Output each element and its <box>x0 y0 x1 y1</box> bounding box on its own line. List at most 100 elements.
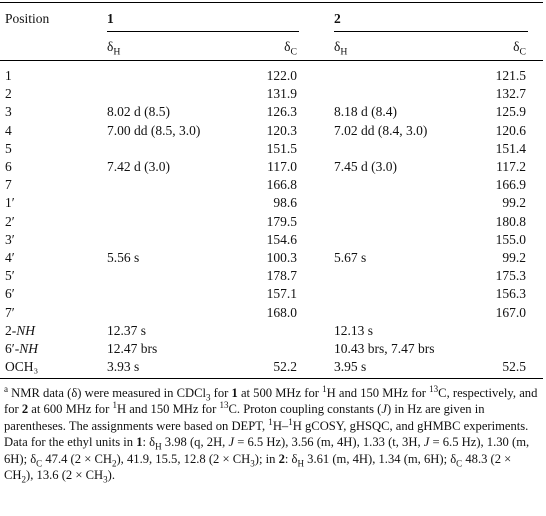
fn: C <box>36 458 43 469</box>
cell-part: 6′- <box>5 341 20 356</box>
cell: 7.02 dd (8.4, 3.0) <box>334 122 428 138</box>
fn: 3.98 (q, 2H, <box>161 435 229 450</box>
cell: 157.1 <box>266 286 297 302</box>
cell: 6 <box>5 159 12 174</box>
cell: 12.47 brs <box>107 341 158 356</box>
fn: 2 <box>21 402 29 417</box>
cell: 167.0 <box>495 304 526 320</box>
fn: J <box>228 435 235 450</box>
fn: ). <box>107 468 115 483</box>
fn: 1 <box>288 416 293 427</box>
fn: J <box>381 402 387 417</box>
fn: H– <box>272 418 289 433</box>
fn: : δ <box>142 435 156 450</box>
position-header: Position <box>5 11 50 26</box>
header-rule <box>0 60 543 61</box>
cell: 125.9 <box>495 104 526 120</box>
fn: J <box>423 435 430 450</box>
cell: 126.3 <box>266 104 297 120</box>
fn: 2 <box>21 474 27 485</box>
cell: 178.7 <box>266 268 297 284</box>
symbol: δ <box>284 39 291 54</box>
fn: 47.4 (2 × CH <box>42 451 112 466</box>
cell: 131.9 <box>266 86 297 102</box>
cell: 52.2 <box>273 359 297 375</box>
top-rule <box>0 2 543 3</box>
cell: 3.93 s <box>107 359 140 375</box>
fn: NMR data (δ) were measured in CDCl <box>8 386 206 400</box>
cell: 5.67 s <box>334 250 367 265</box>
cell: 151.5 <box>266 140 297 156</box>
fn: 3.61 (m, 4H), 1.34 (m, 6H); δ <box>304 451 457 466</box>
cell: 99.2 <box>502 250 526 265</box>
group-rule <box>334 31 528 32</box>
subscript: H <box>340 46 348 58</box>
cell-part: 2- <box>5 322 17 338</box>
fn: = 6.5 Hz), 1.30 (m, 6H); δ <box>4 435 530 466</box>
footnote: a NMR data (δ) were measured in CDCl3 fo… <box>4 383 540 485</box>
cell: 121.5 <box>495 68 526 83</box>
fn: H <box>155 441 162 452</box>
subheader: δC <box>177 39 297 58</box>
cell: 12.13 s <box>334 322 374 338</box>
cell: 99.2 <box>502 195 526 211</box>
cell: 180.8 <box>495 213 526 229</box>
cell: 166.8 <box>266 177 297 193</box>
fn: 3 <box>205 392 211 403</box>
cell: 117.2 <box>496 159 526 174</box>
cell-part: NH <box>16 322 36 338</box>
compound-header: 2 <box>334 11 341 26</box>
fn: : δ <box>284 451 298 466</box>
subheader: δC <box>406 39 526 58</box>
compound-header: 1 <box>107 11 114 26</box>
cell: 98.6 <box>273 195 297 211</box>
cell: 4 <box>5 122 12 138</box>
symbol: δ <box>107 39 114 54</box>
cell: 156.3 <box>495 286 526 302</box>
cell: 10.43 brs, 7.47 brs <box>334 341 435 356</box>
fn: = 6.5 Hz), 3.56 (m, 4H), 1.33 (t, 3H, <box>234 435 424 450</box>
fn: at 600 MHz for <box>28 402 113 417</box>
symbol: δ <box>513 39 520 54</box>
group-rule <box>107 31 299 32</box>
cell-part: NH <box>19 341 38 356</box>
subscript: C <box>290 46 297 58</box>
cell: 151.4 <box>495 140 526 156</box>
cell: 120.6 <box>495 122 526 138</box>
cell: 7 <box>5 177 12 193</box>
fn: H <box>297 458 304 469</box>
cell: 4′ <box>5 250 15 265</box>
fn: 1 <box>322 383 327 394</box>
cell: 5 <box>5 140 12 156</box>
cell: 12.37 s <box>107 322 147 338</box>
fn: ), 41.9, 15.5, 12.8 (2 × CH <box>116 451 251 466</box>
fn: 3 <box>250 458 255 469</box>
fn: at 500 MHz for <box>237 386 323 400</box>
cell: 117.0 <box>267 159 297 174</box>
cell: 3 <box>5 104 12 120</box>
cell: 1′ <box>5 195 15 211</box>
fn: 1 <box>231 386 238 400</box>
cell: 7′ <box>5 304 15 320</box>
cell: 7.45 d (3.0) <box>334 159 397 174</box>
cell: 166.9 <box>495 177 526 193</box>
cell: 132.7 <box>495 86 526 102</box>
cell: 5′ <box>5 268 15 284</box>
cell: 122.0 <box>266 68 297 83</box>
fn: 13 <box>429 383 439 394</box>
fn: 3 <box>103 474 108 485</box>
fn: C, respectively, and for <box>4 386 538 417</box>
fn: C. Proton coupling constants ( <box>228 402 382 417</box>
cell: 7.42 d (3.0) <box>107 159 170 174</box>
fn: H and 150 MHz for <box>116 402 220 417</box>
subscript: C <box>519 46 526 58</box>
bottom-rule <box>0 378 543 379</box>
cell: 3′ <box>5 231 15 247</box>
fn: 48.3 (2 × CH <box>4 451 512 483</box>
subscript: H <box>113 46 121 58</box>
cell: 3.95 s <box>334 359 367 375</box>
cell: 155.0 <box>495 231 526 247</box>
symbol: δ <box>334 39 341 54</box>
cell: 5.56 s <box>107 250 140 265</box>
fn: 2 <box>278 451 285 466</box>
